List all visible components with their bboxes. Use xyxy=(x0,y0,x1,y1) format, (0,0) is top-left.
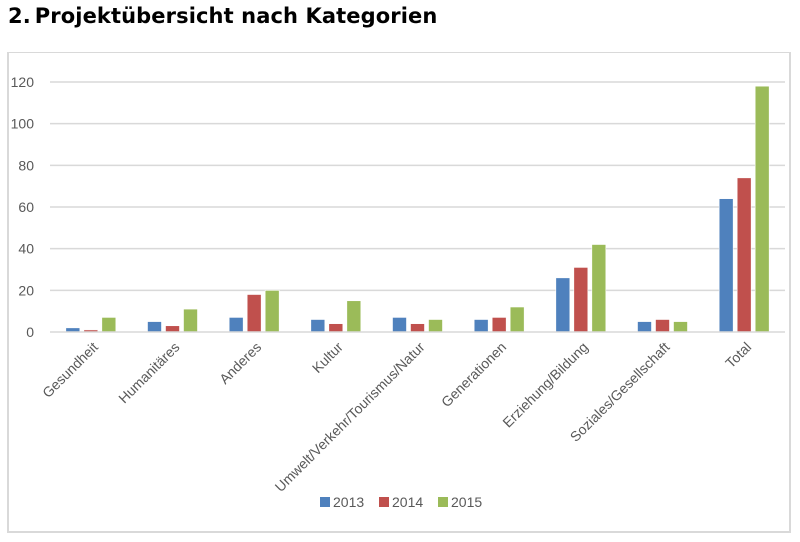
legend-swatch-2013 xyxy=(320,497,330,507)
y-tick-label: 120 xyxy=(11,74,35,90)
x-tick-label: Total xyxy=(722,339,754,371)
bar-2014-3 xyxy=(328,323,344,333)
legend-label: 2013 xyxy=(333,494,364,510)
bar-2014-1 xyxy=(165,325,180,333)
bar-2015-0 xyxy=(101,317,117,333)
bar-2014-7 xyxy=(655,319,670,333)
bar-2013-1 xyxy=(147,321,162,333)
x-tick-label: Generationen xyxy=(438,339,509,410)
x-tick-label: Gesundheit xyxy=(39,339,101,401)
y-tick-label: 80 xyxy=(18,157,34,173)
x-axis-labels: Gesundheit Humanitäres Anderes KulturUmwelt… xyxy=(39,339,754,495)
y-axis-ticks: 0 20 40 60 80 100 120 xyxy=(11,74,35,340)
legend: 2013 2014 2015 xyxy=(320,494,482,510)
legend-swatch-2015 xyxy=(438,497,448,507)
bar-2014-6 xyxy=(573,267,589,333)
x-tick-label: Anderes xyxy=(216,339,264,387)
section-title: Projektübersicht nach Kategorien xyxy=(34,4,438,28)
bar-2014-5 xyxy=(491,317,507,333)
bar-2015-7 xyxy=(673,321,688,333)
bar-2015-8 xyxy=(754,85,770,333)
y-tick-label: 100 xyxy=(11,116,35,132)
bar-2013-3 xyxy=(310,319,326,333)
x-tick-label: Kultur xyxy=(309,339,346,376)
bar-2014-8 xyxy=(736,177,752,333)
bar-2015-4 xyxy=(428,319,443,333)
bar-2013-5 xyxy=(473,319,489,333)
x-tick-label: Erziehung/Bildung xyxy=(499,339,591,431)
bar-2015-5 xyxy=(509,306,525,333)
y-tick-label: 0 xyxy=(26,324,34,340)
bar-2015-1 xyxy=(183,308,198,333)
section-number: 2. xyxy=(8,4,31,28)
bar-2014-2 xyxy=(246,294,262,333)
bar-2013-4 xyxy=(392,317,407,333)
bar-2013-7 xyxy=(637,321,652,333)
x-tick-label: Umwelt/Verkehr/Tourismus/Natur xyxy=(272,339,428,495)
chart-frame xyxy=(7,52,791,533)
legend-label: 2014 xyxy=(392,494,423,510)
legend-swatch-2014 xyxy=(379,497,389,507)
section-heading: 2. Projektübersicht nach Kategorien xyxy=(8,4,437,28)
legend-label: 2015 xyxy=(451,494,482,510)
x-tick-label: Humanitäres xyxy=(115,339,182,406)
y-tick-label: 20 xyxy=(18,282,34,298)
bar-2013-2 xyxy=(228,317,244,333)
bar-2013-8 xyxy=(718,198,734,333)
bar-2015-6 xyxy=(591,244,607,333)
bar-2015-3 xyxy=(346,300,362,333)
y-tick-label: 40 xyxy=(18,241,34,257)
bar-2013-6 xyxy=(555,277,571,333)
bar-2014-4 xyxy=(410,323,425,333)
bars xyxy=(65,85,770,333)
gridlines xyxy=(50,81,785,292)
bar-2015-2 xyxy=(264,290,280,333)
y-tick-label: 60 xyxy=(18,199,34,215)
